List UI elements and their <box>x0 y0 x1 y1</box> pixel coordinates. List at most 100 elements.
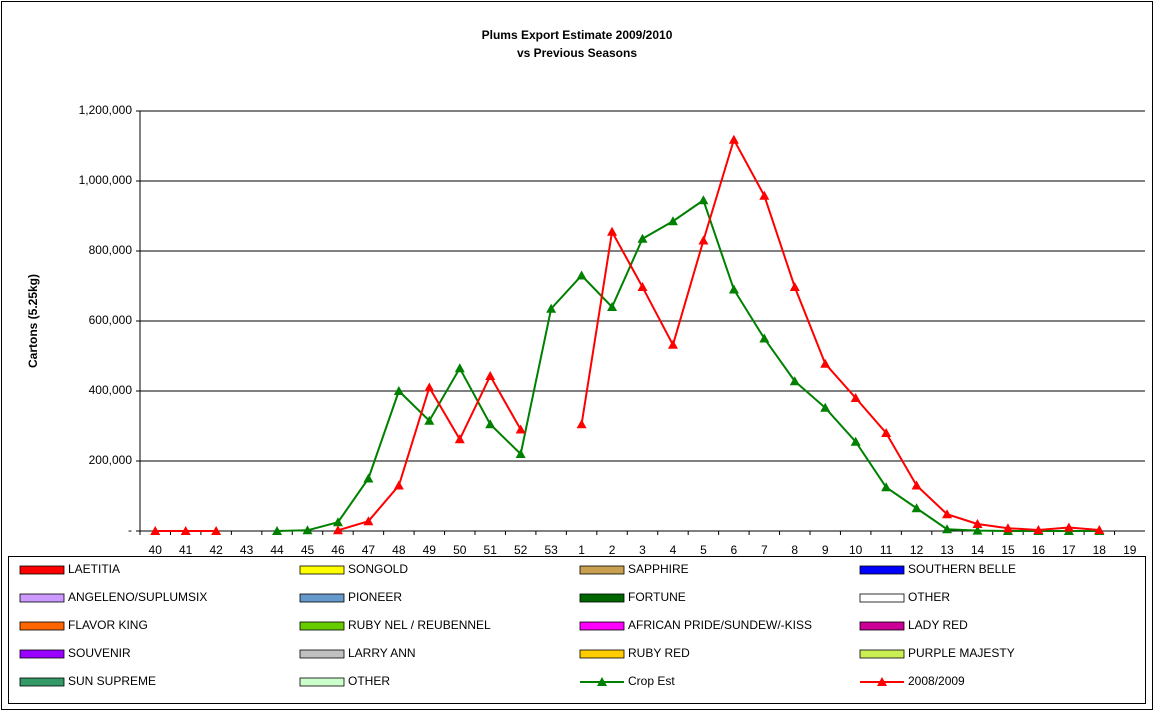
data-point <box>789 282 800 292</box>
legend-label: PIONEER <box>348 590 402 604</box>
data-point <box>607 226 618 236</box>
legend-label: SAPPHIRE <box>628 562 689 576</box>
legend-label: 2008/2009 <box>908 674 965 688</box>
data-point <box>850 393 861 402</box>
legend-swatch <box>299 677 345 687</box>
data-point <box>424 415 435 425</box>
data-point <box>728 284 739 294</box>
y-tick-label: - <box>128 523 132 537</box>
data-point <box>485 370 496 380</box>
data-point <box>211 526 222 535</box>
data-point <box>302 525 313 535</box>
data-point <box>728 134 739 144</box>
legend-label: SOUTHERN BELLE <box>908 562 1016 576</box>
legend-swatch <box>19 649 65 659</box>
data-point <box>576 419 587 429</box>
x-tick-label: 3 <box>639 543 646 557</box>
x-tick-label: 16 <box>1032 543 1046 557</box>
legend-swatch <box>579 593 625 603</box>
legend-label: RUBY NEL / REUBENNEL <box>348 618 491 632</box>
x-tick-label: 18 <box>1093 543 1107 557</box>
data-point <box>1002 523 1013 533</box>
legend-label: FLAVOR KING <box>68 618 148 632</box>
x-tick-label: 4 <box>670 543 677 557</box>
data-point <box>911 503 922 513</box>
x-tick-label: 8 <box>791 543 798 557</box>
legend-swatch <box>299 649 345 659</box>
x-tick-label: 47 <box>362 543 376 557</box>
legend-swatch <box>19 593 65 603</box>
x-tick-label: 12 <box>910 543 924 557</box>
data-point <box>546 303 557 313</box>
legend-label: LAETITIA <box>68 562 120 576</box>
data-point <box>180 526 191 535</box>
data-point <box>667 339 678 349</box>
data-point <box>607 302 618 311</box>
y-tick-label: 800,000 <box>89 243 133 257</box>
x-tick-label: 53 <box>544 543 558 557</box>
data-point <box>637 282 648 292</box>
legend-label: SUN SUPREME <box>68 674 156 688</box>
x-tick-label: 9 <box>822 543 829 557</box>
data-point <box>698 195 709 205</box>
data-point <box>972 525 983 535</box>
x-tick-label: 46 <box>331 543 345 557</box>
data-point <box>1094 524 1105 534</box>
data-point <box>1033 524 1044 534</box>
x-tick-label: 42 <box>209 543 223 557</box>
x-tick-label: 1 <box>578 543 585 557</box>
x-tick-label: 11 <box>880 543 893 557</box>
legend-label: SOUVENIR <box>68 646 131 660</box>
legend-label: OTHER <box>908 590 950 604</box>
legend-label: ANGELENO/SUPLUMSIX <box>68 590 207 604</box>
y-tick-label: 600,000 <box>89 313 133 327</box>
y-tick-label: 1,200,000 <box>79 103 133 117</box>
data-point <box>454 363 465 373</box>
x-tick-label: 48 <box>392 543 406 557</box>
data-point <box>393 386 404 395</box>
data-point <box>759 333 770 343</box>
x-tick-label: 45 <box>301 543 315 557</box>
legend-swatch <box>19 621 65 631</box>
x-tick-label: 15 <box>1001 543 1015 557</box>
chart-title: Plums Export Estimate 2009/2010 <box>482 28 673 42</box>
x-tick-label: 14 <box>971 543 985 557</box>
data-point <box>972 519 983 528</box>
x-tick-label: 17 <box>1062 543 1076 557</box>
legend-label: PURPLE MAJESTY <box>908 646 1015 660</box>
data-point <box>850 436 861 446</box>
legend-marker <box>877 677 887 686</box>
series-line <box>580 137 1100 531</box>
data-point <box>332 525 343 535</box>
data-point <box>881 482 892 492</box>
data-point <box>515 449 526 458</box>
data-point <box>272 526 283 535</box>
data-point <box>515 424 526 434</box>
legend-label: RUBY RED <box>628 646 690 660</box>
x-tick-label: 2 <box>609 543 616 557</box>
x-tick-label: 41 <box>179 543 193 557</box>
x-tick-label: 51 <box>484 543 498 557</box>
legend-swatch <box>579 649 625 659</box>
legend-swatch <box>859 593 905 603</box>
x-tick-label: 19 <box>1123 543 1137 557</box>
legend-swatch <box>579 621 625 631</box>
x-tick-label: 44 <box>270 543 284 557</box>
data-point <box>454 434 465 444</box>
x-tick-label: 10 <box>849 543 863 557</box>
legend-label: AFRICAN PRIDE/SUNDEW/-KISS <box>628 618 812 632</box>
data-point <box>363 473 374 483</box>
legend-swatch <box>859 649 905 659</box>
y-tick-label: 200,000 <box>89 453 133 467</box>
x-tick-label: 50 <box>453 543 467 557</box>
data-point <box>759 190 770 200</box>
data-point <box>393 480 404 490</box>
x-tick-label: 6 <box>731 543 738 557</box>
data-point <box>332 517 343 527</box>
legend-swatch <box>299 593 345 603</box>
legend-swatch <box>859 621 905 631</box>
data-point <box>942 509 953 519</box>
x-tick-label: 43 <box>240 543 254 557</box>
data-point <box>911 480 922 490</box>
